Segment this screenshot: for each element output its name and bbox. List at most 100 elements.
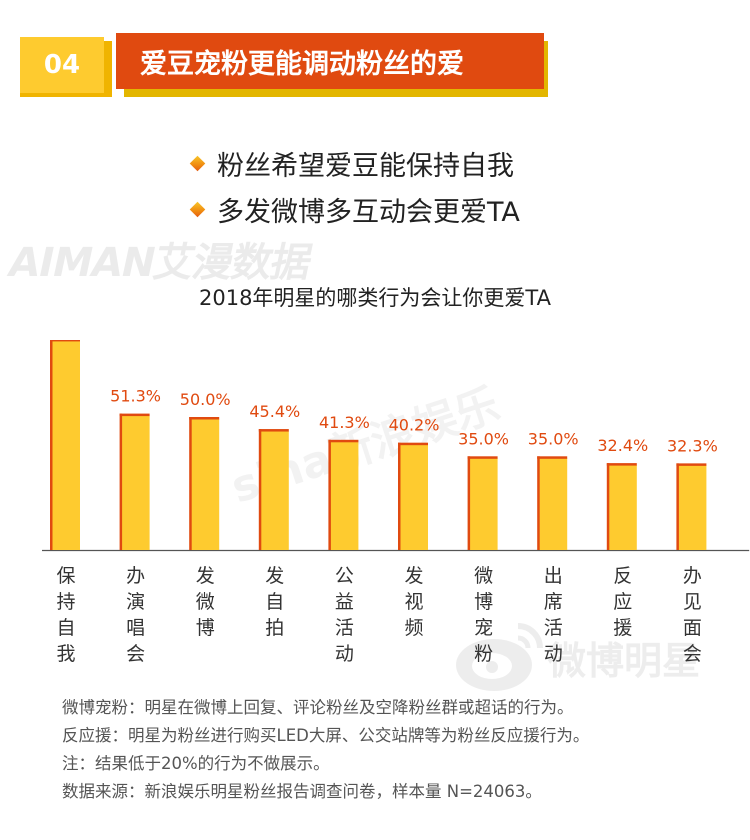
- category-char: 博: [474, 591, 493, 613]
- bar-left-edge: [328, 439, 331, 550]
- category-char: 办: [683, 565, 702, 587]
- finding-item: 多发微博多互动会更爱TA: [189, 186, 520, 232]
- category-label: 发微博: [196, 565, 215, 639]
- value-label: 32.3%: [667, 436, 718, 455]
- category-char: 席: [544, 591, 563, 613]
- category-char: 发: [404, 565, 423, 587]
- bar-chart: 79.8%保持自我51.3%办演唱会50.0%发微博45.4%发自拍41.3%公…: [42, 340, 750, 665]
- category-label: 出席活动: [544, 565, 563, 665]
- category-char: 频: [404, 617, 423, 639]
- section-header: 04 爱豆宠粉更能调动粉丝的爱: [20, 33, 548, 97]
- bar-6: [400, 444, 428, 550]
- bar-left-edge: [119, 413, 123, 550]
- category-char: 见: [683, 591, 702, 613]
- diamond-bullet-icon: [189, 155, 206, 171]
- category-label: 发视频: [404, 565, 423, 639]
- bar-3: [191, 419, 220, 550]
- category-char: 微: [196, 591, 215, 613]
- value-label: 40.2%: [389, 416, 440, 435]
- category-char: 拍: [265, 617, 284, 639]
- bar-left-edge: [189, 417, 192, 550]
- bar-top-edge: [50, 340, 80, 342]
- category-char: 唱: [126, 617, 145, 639]
- bar-left-edge: [398, 442, 401, 550]
- bar-left-edge: [258, 429, 262, 550]
- category-char: 出: [544, 565, 563, 587]
- bar-2: [121, 415, 150, 550]
- key-findings: 粉丝希望爱豆能保持自我 多发微博多互动会更爱TA: [189, 140, 520, 232]
- chart-title: 2018年明星的哪类行为会让你更爱TA: [198, 286, 551, 310]
- bar-top-edge: [119, 413, 150, 417]
- category-char: 面: [683, 617, 702, 639]
- bar-left-edge: [676, 463, 679, 550]
- bar-top-edge: [398, 442, 428, 446]
- bar-left-edge: [467, 456, 471, 550]
- bar-9: [608, 465, 637, 550]
- category-char: 自: [56, 617, 75, 639]
- value-label: 32.4%: [597, 436, 648, 455]
- note-data-source: 数据来源：新浪娱乐明星粉丝报告调查问卷，样本量 N=24063。: [62, 782, 542, 801]
- bar-7: [469, 458, 498, 550]
- category-char: 活: [544, 617, 563, 639]
- value-label: 35.0%: [528, 429, 579, 448]
- category-char: 持: [56, 591, 75, 613]
- note-threshold: 注：结果低于20%的行为不做展示。: [62, 754, 330, 773]
- category-char: 自: [265, 591, 284, 613]
- diamond-bullet-icon: [189, 201, 206, 217]
- bar-4: [260, 431, 289, 550]
- category-char: 粉: [474, 643, 493, 665]
- bar-top-edge: [328, 439, 359, 443]
- section-number-badge: 04: [20, 37, 104, 93]
- category-char: 活: [335, 617, 354, 639]
- note-weibo-fan-pampering: 微博宠粉：明星在微博上回复、评论粉丝及空降粉丝群或超话的行为。: [62, 698, 574, 717]
- category-label: 保持自我: [56, 565, 75, 665]
- category-char: 援: [613, 617, 632, 639]
- bar-top-edge: [467, 456, 498, 459]
- weibo-watermark-text: 微博明星: [547, 639, 700, 683]
- bar-5: [330, 441, 359, 550]
- finding-text: 粉丝希望爱豆能保持自我: [217, 150, 514, 182]
- bar-left-edge: [606, 463, 610, 550]
- category-label: 办演唱会: [126, 565, 145, 665]
- value-label: 45.4%: [249, 402, 300, 421]
- value-label: 50.0%: [180, 390, 231, 409]
- bar-left-edge: [50, 340, 53, 550]
- category-char: 演: [126, 591, 145, 613]
- category-char: 公: [335, 565, 354, 587]
- category-label: 反应援: [613, 565, 632, 639]
- category-label: 微博宠粉: [474, 565, 493, 665]
- section-title: 爱豆宠粉更能调动粉丝的爱: [116, 33, 544, 89]
- category-char: 动: [544, 643, 563, 665]
- value-label: 35.0%: [458, 429, 509, 448]
- category-char: 益: [335, 591, 354, 613]
- category-char: 博: [196, 617, 215, 639]
- category-label: 公益活动: [335, 565, 354, 665]
- category-char: 办: [126, 565, 145, 587]
- category-char: 会: [126, 643, 145, 665]
- bar-top-edge: [676, 463, 707, 466]
- value-label: 41.3%: [319, 413, 370, 432]
- weibo-watermark: 微博明星: [456, 623, 700, 691]
- category-char: 动: [335, 643, 354, 665]
- aiman-watermark: AIMAN艾漫数据: [4, 240, 316, 286]
- category-char: 保: [56, 565, 75, 587]
- bar-left-edge: [537, 456, 540, 550]
- value-label: 51.3%: [110, 387, 161, 406]
- bar-top-edge: [258, 429, 289, 432]
- category-char: 微: [474, 565, 493, 587]
- bar-8: [539, 458, 568, 550]
- weibo-logo-icon: [456, 623, 543, 691]
- note-reverse-support: 反应援：明星为粉丝进行购买LED大屏、公交站牌等为粉丝反应援行为。: [62, 726, 590, 745]
- category-char: 会: [683, 643, 702, 665]
- finding-text: 多发微博多互动会更爱TA: [217, 196, 520, 228]
- category-char: 应: [613, 591, 632, 613]
- finding-item: 粉丝希望爱豆能保持自我: [189, 140, 520, 186]
- category-label: 办见面会: [683, 565, 702, 665]
- bar-10: [678, 465, 707, 550]
- category-char: 我: [56, 643, 75, 665]
- category-char: 宠: [474, 617, 493, 639]
- category-char: 反: [613, 565, 632, 587]
- bar-top-edge: [606, 463, 637, 466]
- category-label: 发自拍: [265, 565, 284, 639]
- category-char: 发: [265, 565, 284, 587]
